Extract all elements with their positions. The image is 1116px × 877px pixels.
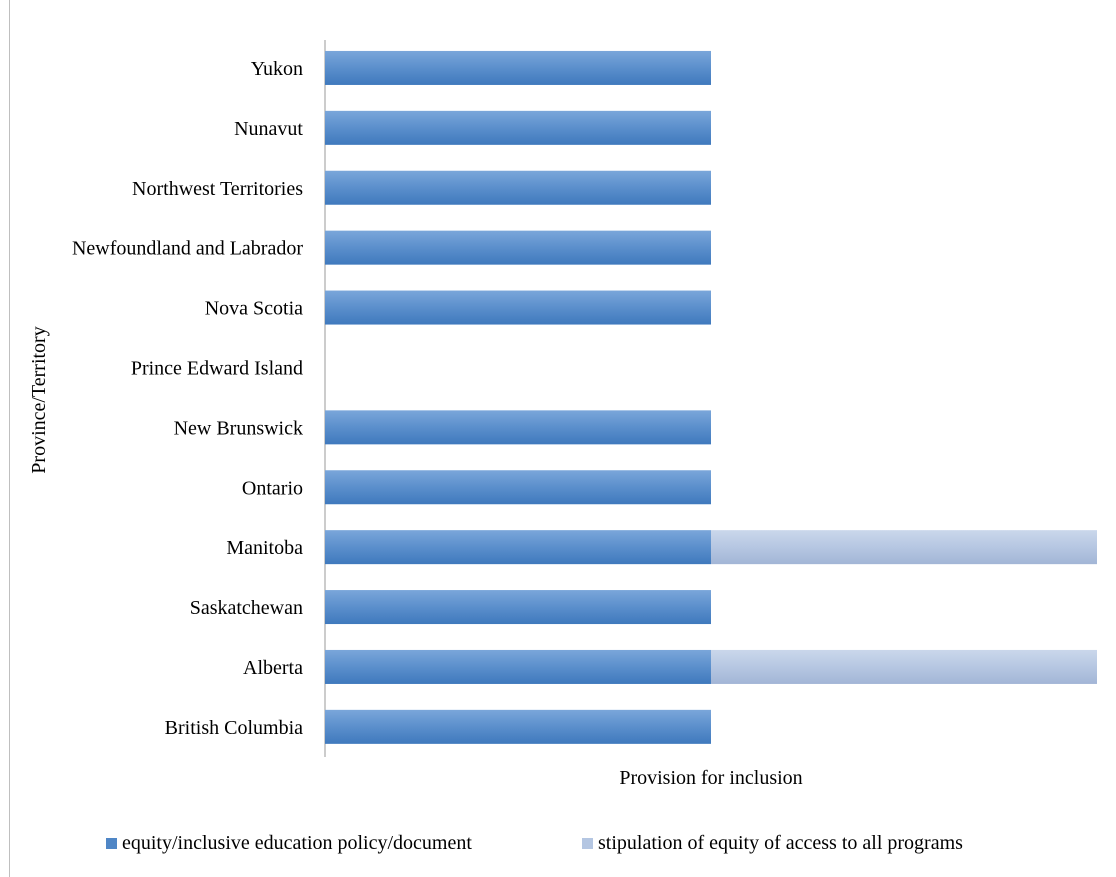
bar-alberta-series-2 [711, 649, 1097, 684]
legend-item-series-1: equity/inclusive education policy/docume… [106, 832, 472, 855]
bar-yukon-series-1 [325, 50, 711, 85]
legend-swatch-series-1 [106, 838, 117, 849]
y-tick-label-saskatchewan: Saskatchewan [190, 597, 303, 619]
y-tick-label-newfoundland-and-labrador: Newfoundland and Labrador [72, 238, 303, 260]
bar-newfoundland-and-labrador-series-1 [325, 230, 711, 265]
y-tick-label-northwest-territories: Northwest Territories [132, 178, 303, 200]
bar-manitoba-series-1 [325, 530, 711, 565]
frame-border-line [9, 0, 10, 877]
legend-item-series-2: stipulation of equity of access to all p… [582, 832, 963, 855]
bar-british-columbia-series-1 [325, 709, 711, 744]
y-tick-label-ontario: Ontario [242, 477, 303, 499]
bar-new-brunswick-series-1 [325, 410, 711, 445]
y-tick-label-yukon: Yukon [251, 58, 303, 80]
y-tick-label-british-columbia: British Columbia [165, 717, 303, 739]
x-axis-title: Provision for inclusion [619, 767, 802, 789]
legend-swatch-series-2 [582, 838, 593, 849]
bar-ontario-series-1 [325, 470, 711, 505]
bar-saskatchewan-series-1 [325, 590, 711, 625]
legend-label-series-2: stipulation of equity of access to all p… [598, 832, 963, 854]
y-tick-label-nova-scotia: Nova Scotia [205, 298, 303, 320]
legend: equity/inclusive education policy/docume… [0, 832, 1116, 862]
y-tick-label-alberta: Alberta [243, 657, 303, 679]
bar-northwest-territories-series-1 [325, 170, 711, 205]
bar-nova-scotia-series-1 [325, 290, 711, 325]
y-tick-labels: Yukon Nunavut Northwest Territories Newfoun… [72, 58, 303, 739]
y-tick-label-manitoba: Manitoba [226, 537, 303, 559]
bars-group [325, 50, 1097, 744]
bar-nunavut-series-1 [325, 110, 711, 145]
y-tick-label-prince-edward-island: Prince Edward Island [131, 357, 303, 379]
y-tick-label-nunavut: Nunavut [234, 118, 303, 140]
y-axis-title: Province/Territory [28, 326, 50, 473]
bar-alberta-series-1 [325, 649, 711, 684]
legend-label-series-1: equity/inclusive education policy/docume… [122, 832, 472, 854]
bar-chart: Yukon Nunavut Northwest Territories Newfoun… [28, 40, 1097, 789]
y-tick-label-new-brunswick: New Brunswick [174, 417, 303, 439]
bar-manitoba-series-2 [711, 530, 1097, 565]
